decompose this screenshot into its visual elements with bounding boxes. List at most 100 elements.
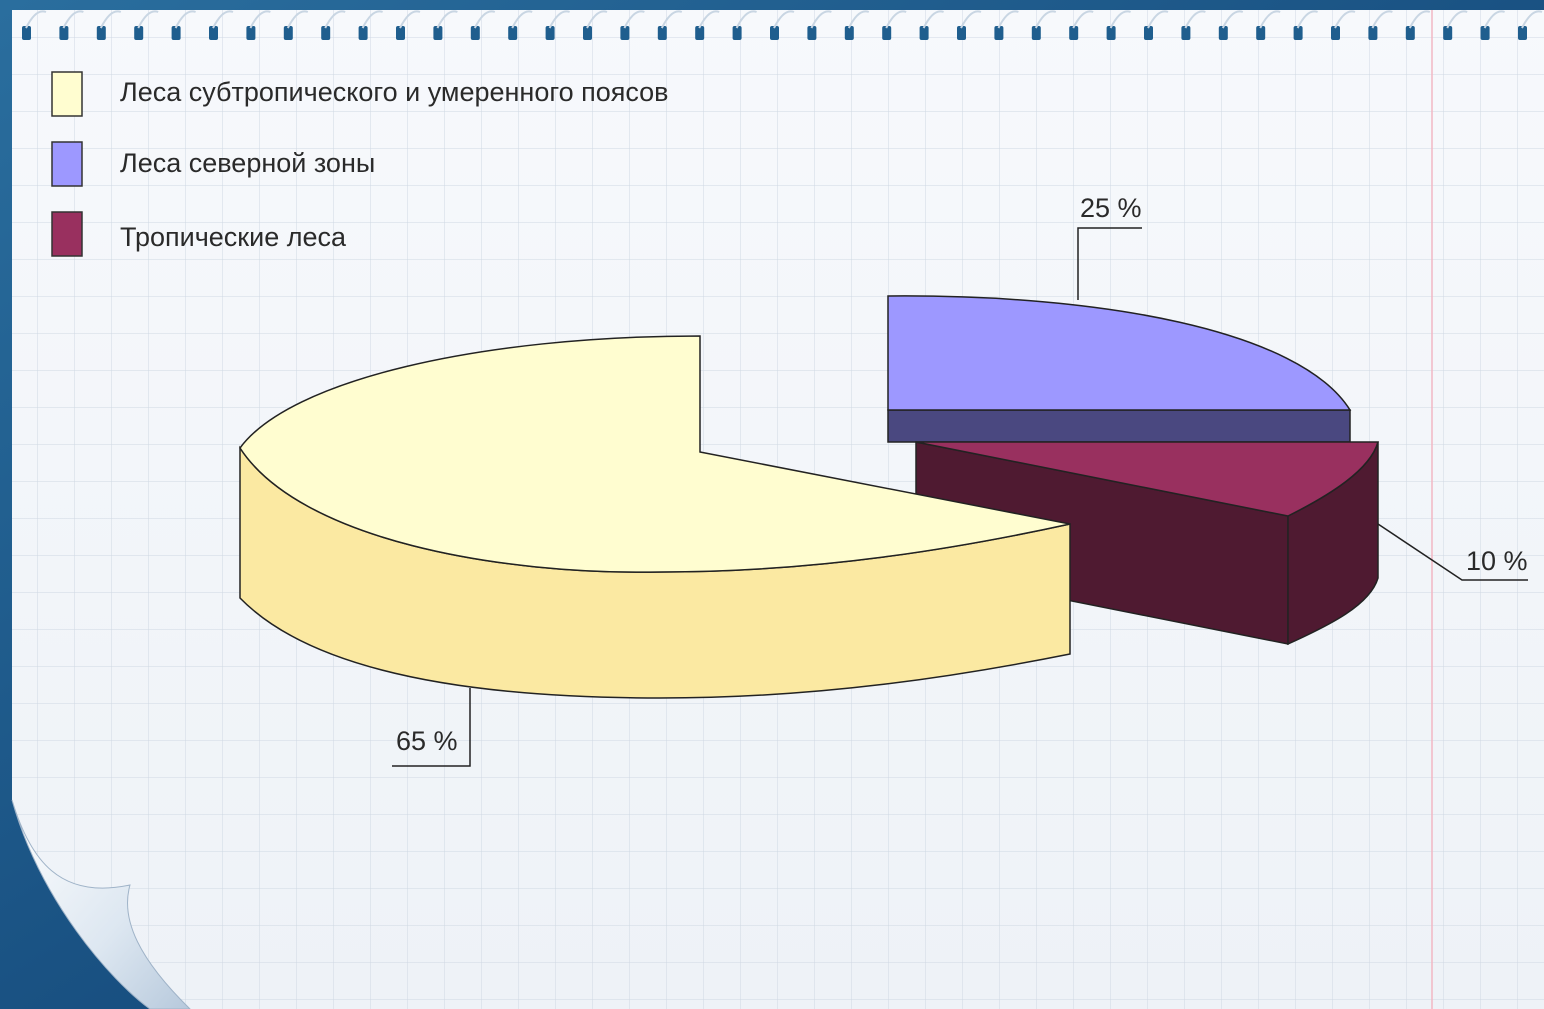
binding-ring (286, 10, 309, 29)
binding-ring (1034, 10, 1057, 29)
legend-label-subtropical: Леса субтропического и умеренного поясов (120, 77, 669, 107)
slice-northern (887, 295, 1352, 411)
binding-ring (1296, 10, 1318, 29)
binding-hole (22, 26, 31, 40)
binding-ring (212, 10, 234, 29)
binding-hole (1218, 26, 1228, 40)
binding-hole (209, 26, 218, 40)
binding-hole (1069, 26, 1079, 40)
binding-hole (919, 26, 929, 40)
binding-hole (1256, 26, 1266, 40)
binding-ring (847, 10, 870, 29)
binding-ring (960, 10, 982, 29)
binding-hole (807, 26, 817, 40)
data-label-subtropical: 65 % (396, 726, 458, 756)
binding-ring (1109, 10, 1131, 29)
binding-hole (358, 26, 368, 40)
binding-hole (283, 26, 293, 40)
binding-ring (922, 10, 944, 29)
binding-hole (994, 26, 1004, 40)
binding-ring (99, 10, 122, 29)
binding-hole (770, 26, 779, 40)
binding-hole (396, 26, 405, 40)
legend-label-northern: Леса северной зоны (120, 148, 375, 178)
binding-ring (324, 10, 346, 29)
binding-hole (957, 26, 966, 40)
binding-hole (321, 26, 331, 40)
slice-subtropical (239, 335, 1071, 573)
binding-hole (882, 26, 892, 40)
binding-hole (1181, 26, 1191, 40)
binding-hole (620, 26, 630, 40)
binding-hole (545, 26, 555, 40)
binding-ring (735, 10, 757, 29)
binding-ring (548, 10, 570, 29)
binding-hole (1518, 26, 1527, 40)
binding-hole (1331, 26, 1340, 40)
binding-hole (844, 26, 854, 40)
binding-hole (171, 26, 181, 40)
binding-ring (1521, 10, 1543, 29)
binding-ring (1184, 10, 1206, 29)
binding-ring (1483, 10, 1505, 29)
data-label-northern: 25 % (1080, 193, 1142, 223)
binding-hole (1368, 26, 1378, 40)
binding-ring (997, 10, 1019, 29)
leader-line-tropical (1377, 523, 1528, 581)
binding-ring (660, 10, 683, 29)
binding-ring (1334, 10, 1356, 29)
binding-ring (137, 10, 159, 29)
binding-ring (1446, 10, 1468, 29)
data-label-tropical: 10 % (1466, 546, 1528, 576)
binding-ring (623, 10, 645, 29)
spiral-binding (22, 10, 1543, 40)
binding-hole (732, 26, 742, 40)
binding-ring (1072, 10, 1094, 29)
binding-ring (473, 10, 496, 29)
leader-line-northern (1077, 227, 1142, 300)
legend-swatch-tropical (51, 211, 83, 257)
slice-northern-side (887, 409, 1351, 443)
binding-hole (134, 26, 144, 40)
binding-ring (1408, 10, 1431, 29)
binding-ring (25, 10, 47, 29)
binding-ring (810, 10, 832, 29)
binding-hole (96, 26, 106, 40)
binding-ring (1147, 10, 1169, 29)
binding-hole (1293, 26, 1303, 40)
binding-ring (698, 10, 720, 29)
data-labels: 25 % 10 % 65 % (392, 193, 1528, 767)
binding-ring (62, 10, 84, 29)
binding-ring (399, 10, 421, 29)
binding-ring (885, 10, 907, 29)
page-curl (11, 799, 191, 1009)
binding-hole (59, 26, 69, 40)
binding-hole (1405, 26, 1415, 40)
leader-line-subtropical (392, 688, 471, 767)
binding-ring (1259, 10, 1281, 29)
legend: Леса субтропического и умеренного поясов… (51, 71, 669, 257)
binding-hole (246, 26, 256, 40)
binding-hole (1443, 26, 1453, 40)
binding-ring (1371, 10, 1393, 29)
binding-ring (511, 10, 533, 29)
binding-hole (1031, 26, 1041, 40)
binding-ring (174, 10, 196, 29)
binding-ring (773, 10, 795, 29)
pie-chart (239, 295, 1379, 699)
legend-swatch-northern (51, 141, 83, 187)
binding-ring (1221, 10, 1244, 29)
binding-hole (583, 26, 592, 40)
binding-ring (249, 10, 271, 29)
binding-hole (695, 26, 705, 40)
legend-swatch-subtropical (51, 71, 83, 117)
binding-ring (586, 10, 608, 29)
binding-hole (508, 26, 518, 40)
binding-ring (436, 10, 458, 29)
binding-hole (470, 26, 480, 40)
binding-hole (1144, 26, 1153, 40)
binding-hole (657, 26, 667, 40)
binding-hole (433, 26, 443, 40)
binding-ring (361, 10, 383, 29)
